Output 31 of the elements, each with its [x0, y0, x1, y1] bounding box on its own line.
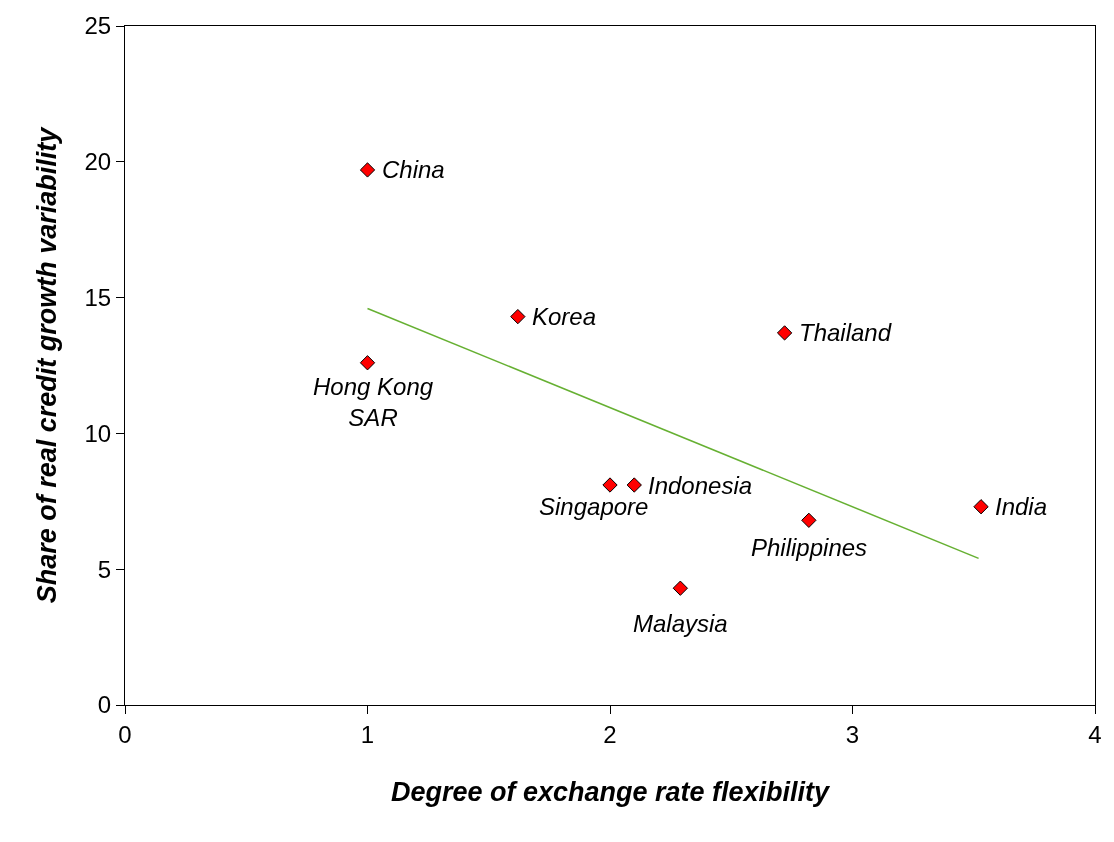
annotation: Indonesia: [648, 472, 753, 499]
x-axis-title: Degree of exchange rate flexibility: [390, 777, 832, 808]
y-tick-label: 15: [84, 284, 112, 311]
x-tick-label: 4: [1088, 720, 1102, 748]
annotation: Korea: [532, 303, 597, 330]
y-tick-label: 25: [84, 12, 112, 40]
y-axis-title: Share of real credit growth variability: [31, 125, 62, 604]
y-tick-label: 20: [84, 148, 112, 176]
annotation: Philippines: [751, 534, 868, 561]
point: [626, 477, 642, 493]
point: [359, 355, 376, 371]
point: [801, 512, 817, 528]
x-tick-label: 3: [845, 720, 860, 748]
y-tick-label: 0: [97, 691, 112, 719]
point: [602, 477, 618, 493]
annotation: India: [995, 493, 1048, 520]
x-tick-label: 1: [360, 720, 375, 748]
x-tick-label: 0: [118, 720, 132, 748]
point: [973, 499, 989, 515]
point: [776, 325, 793, 341]
annotation: China: [382, 156, 445, 183]
point: [359, 162, 376, 178]
annotation: Singapore: [539, 493, 649, 520]
x-tick-label: 2: [603, 720, 617, 748]
annotation: Thailand: [799, 319, 892, 346]
point: [672, 580, 688, 596]
y-tick-label: 5: [97, 555, 112, 583]
y-tick-label: 10: [84, 419, 112, 447]
point: [510, 308, 526, 325]
annotation: Hong Kong SAR: [313, 373, 434, 432]
annotation: Malaysia: [633, 610, 728, 637]
